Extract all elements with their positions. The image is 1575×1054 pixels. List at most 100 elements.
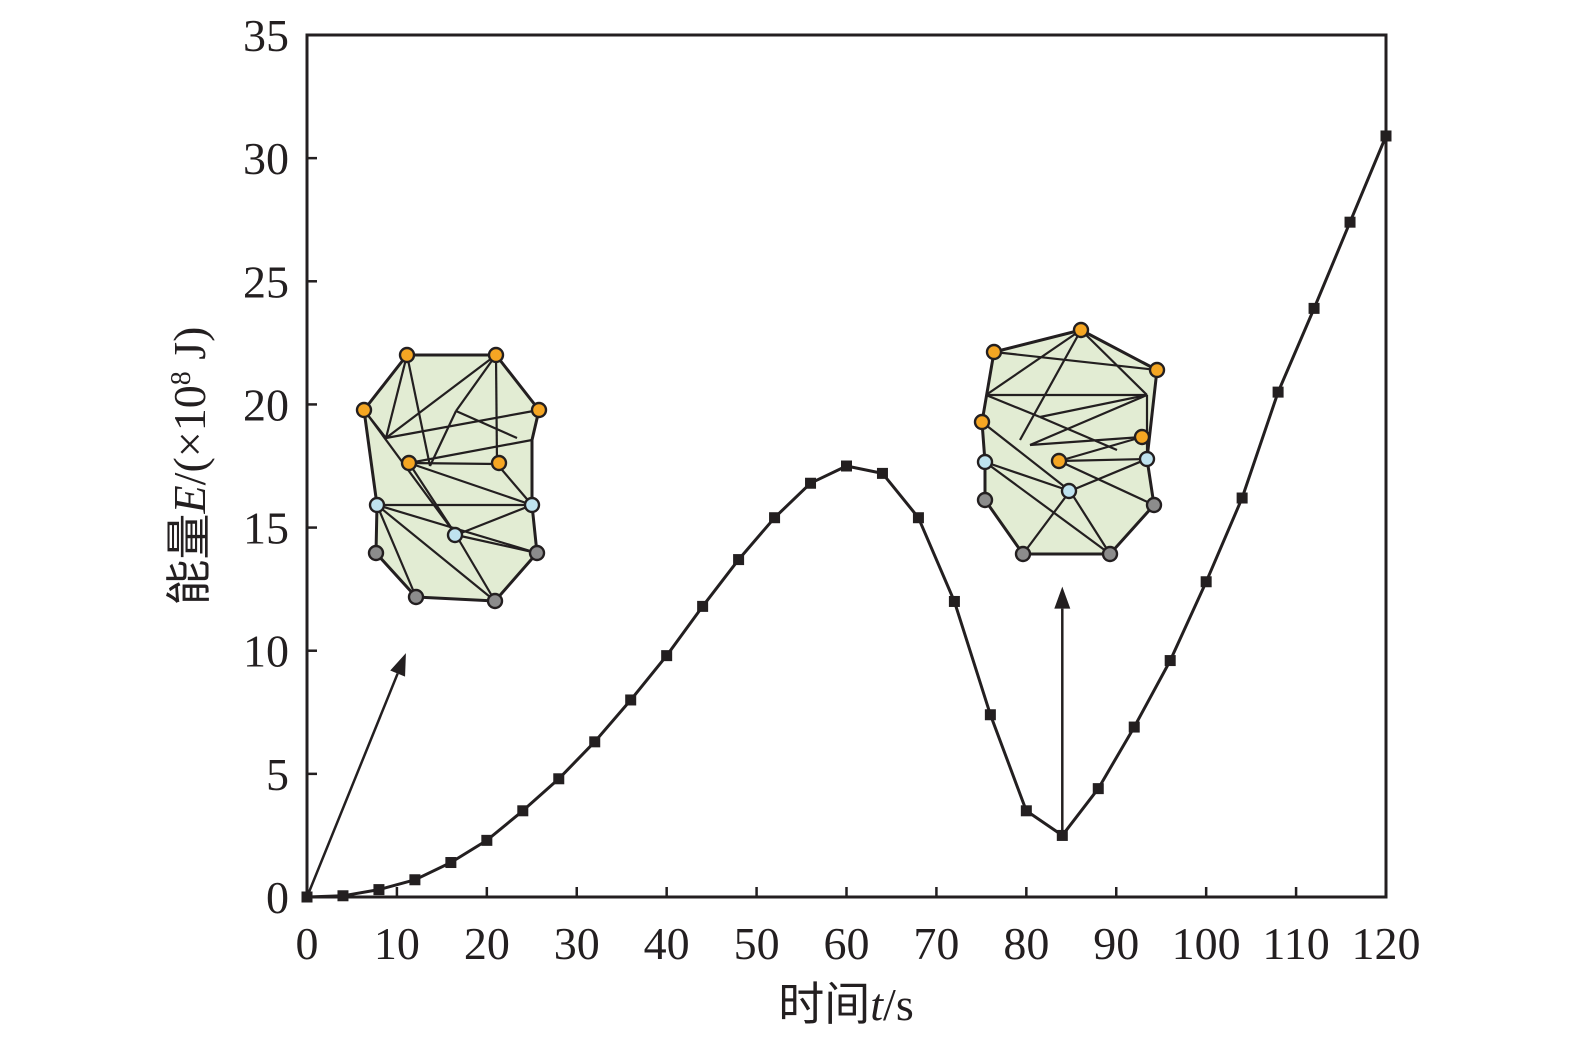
y-tick-label: 20 [243,379,289,430]
mesh-edge [376,504,496,602]
mesh-node [355,401,373,419]
data-point [1020,805,1032,817]
mesh-edge [985,393,1041,419]
mesh-edge [1029,393,1148,447]
data-point [984,709,996,721]
data-point [1272,386,1284,398]
x-tick-label: 90 [1093,918,1139,969]
mesh-node [1014,545,1032,563]
mesh-node [976,491,994,509]
annotation-arrow [305,673,399,898]
y-tick-label: 25 [243,256,289,307]
series-group [301,130,1392,903]
mesh-edge [993,328,1082,354]
mesh-node [446,526,464,544]
mesh-node [490,454,508,472]
inset-mesh-initial [355,346,548,610]
x-tick-label: 60 [824,918,870,969]
data-point [409,874,421,886]
mesh-edge [985,329,1082,396]
y-tick-labels: 0 5 10 15 20 25 30 35 [243,10,289,923]
mesh-node [400,454,418,472]
data-point [1200,576,1212,588]
mesh-edge [384,354,409,439]
mesh-edge [375,504,418,598]
data-point [876,467,888,479]
mesh-node [523,496,541,514]
mesh-node [1060,482,1078,500]
inset-mesh-minimum [973,321,1166,563]
x-tick-label: 100 [1172,918,1241,969]
data-point [301,891,313,903]
y-tick-label: 15 [243,503,289,554]
mesh-edge [363,409,457,536]
mesh-node [985,343,1003,361]
mesh-edge [408,461,498,466]
data-point [553,773,565,785]
y-tick-label: 5 [266,749,289,800]
data-point [769,512,781,524]
mesh-edge [984,460,1071,493]
x-tick-label: 40 [644,918,690,969]
mesh-edge [455,354,497,412]
mesh-edge [408,438,533,465]
data-point [948,595,960,607]
mesh-node [1148,361,1166,379]
insets [355,321,1166,610]
mesh-edge [1080,329,1158,371]
mesh-edge [1080,329,1148,396]
mesh-edge [1039,393,1148,419]
mesh-edge [1058,457,1148,463]
mesh-node [1138,450,1156,468]
data-point [733,554,745,566]
data-point [805,477,817,489]
arrow-head [390,653,406,677]
mesh-edge [455,503,533,537]
mesh-edge [408,461,533,507]
data-point [661,650,673,662]
mesh-node [398,346,416,364]
mesh-edge [385,354,497,439]
data-point [517,805,529,817]
mesh-node [1145,496,1163,514]
data-point [1092,783,1104,795]
data-point [337,890,349,902]
arrow-head [1054,586,1071,609]
y-tick-label: 30 [243,133,289,184]
data-point [841,460,852,472]
mesh-edge [455,534,496,602]
mesh-edge [496,463,533,506]
x-tick-label: 80 [1003,918,1049,969]
data-point [1236,492,1248,504]
mesh-node [367,544,385,562]
x-tick-label: 50 [734,918,780,969]
x-tick-labels: 0 10 20 30 40 50 60 70 80 90 100 110 120 [296,918,1421,969]
mesh-edge [1019,329,1082,441]
mesh-node [973,413,991,431]
mesh-edge [385,408,540,440]
mesh-edge [455,533,538,555]
data-point [1128,721,1140,733]
mesh-edge [1069,457,1148,493]
data-point [625,694,637,706]
x-tick-label: 30 [554,918,600,969]
mesh-edge [1029,435,1143,447]
mesh-edge [1022,490,1071,555]
data-point [373,884,385,896]
data-point [697,600,709,612]
mesh-node [487,346,505,364]
mesh-node [1101,545,1119,563]
y-tick-label: 35 [243,10,289,61]
mesh-node [1050,452,1068,470]
mesh-node [486,592,504,610]
mesh-node [1133,428,1151,446]
mesh-node [528,544,546,562]
mesh-edge [1058,460,1155,506]
x-tick-label: 120 [1352,918,1421,969]
mesh-edge [455,409,518,440]
mesh-edge [993,350,1158,372]
data-point [1344,216,1356,228]
mesh-node [407,588,425,606]
